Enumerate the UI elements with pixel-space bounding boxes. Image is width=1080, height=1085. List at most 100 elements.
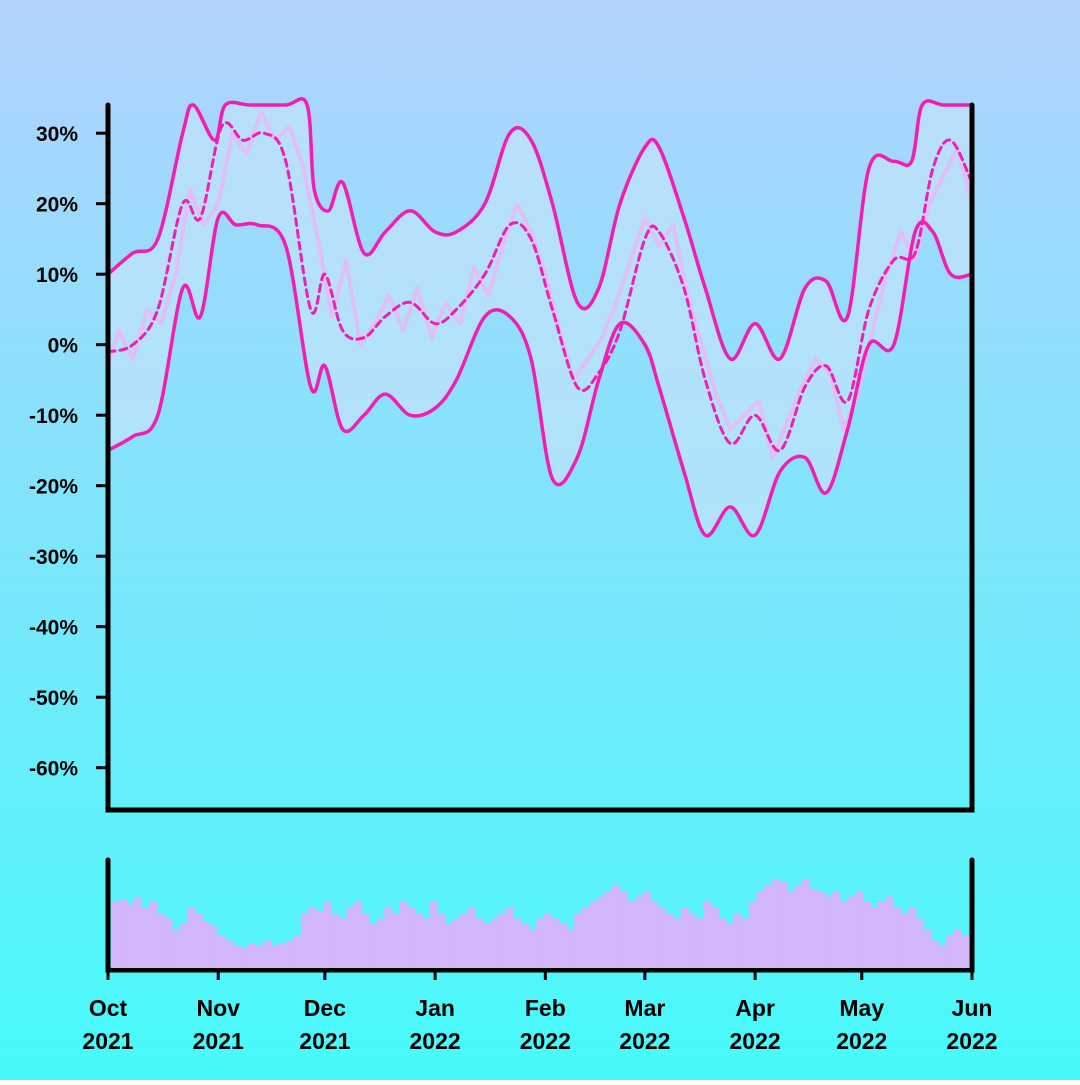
- volume-bar: [232, 946, 241, 968]
- volume-bar: [156, 913, 165, 968]
- volume-bar: [802, 880, 811, 968]
- volume-bar: [429, 902, 439, 968]
- x-tick-year-label: 2021: [193, 1028, 244, 1054]
- y-tick-label: 10%: [36, 264, 78, 287]
- volume-bar: [285, 940, 294, 968]
- volume-bar: [862, 902, 871, 968]
- volume-bar: [581, 907, 590, 968]
- volume-bar: [467, 907, 477, 968]
- series-lines: [106, 97, 974, 538]
- volume-bar: [513, 918, 522, 968]
- volume-bar: [771, 880, 780, 968]
- volume-bar: [938, 946, 947, 968]
- volume-bar: [186, 907, 196, 968]
- volume-bar: [847, 896, 856, 968]
- volume-bar: [634, 896, 644, 968]
- volume-bar: [961, 935, 970, 968]
- volume-bar: [657, 907, 666, 968]
- volume-bar: [680, 907, 689, 968]
- volume-bar: [855, 891, 864, 968]
- volume-bar: [710, 907, 719, 968]
- volume-bar: [247, 943, 256, 968]
- series-lower-line: [106, 210, 974, 538]
- x-tick-month-label: Nov: [196, 995, 240, 1021]
- x-tick-year-label: 2022: [619, 1028, 670, 1054]
- volume-bar: [475, 918, 484, 968]
- volume-bar: [498, 913, 507, 968]
- volume-bar: [604, 891, 613, 968]
- x-tick-year-label: 2022: [836, 1028, 887, 1054]
- volume-bar: [338, 918, 347, 968]
- volume-bar: [551, 918, 560, 968]
- x-tick-year-label: 2021: [82, 1028, 133, 1054]
- volume-bar: [650, 902, 659, 968]
- x-tick-month-label: Oct: [89, 995, 128, 1021]
- volume-bar: [786, 891, 795, 968]
- volume-bar: [376, 918, 385, 968]
- volume-bars: [111, 880, 970, 968]
- volume-bar: [240, 948, 249, 968]
- volume-bar: [574, 913, 583, 968]
- x-tick-year-label: 2022: [410, 1028, 461, 1054]
- raw-series-layer: [106, 110, 974, 460]
- volume-bar: [505, 907, 514, 968]
- volume-bar: [809, 888, 818, 968]
- volume-bar: [460, 913, 469, 968]
- volume-bar: [437, 913, 446, 968]
- volume-bar: [209, 926, 218, 968]
- volume-bar: [521, 924, 530, 968]
- volume-bar: [414, 913, 423, 968]
- x-tick-month-label: Mar: [624, 995, 665, 1021]
- y-tick-label: 30%: [36, 123, 78, 146]
- volume-bar: [703, 902, 712, 968]
- volume-bar: [893, 907, 902, 968]
- volume-bar: [217, 935, 226, 968]
- volume-bar: [391, 913, 401, 968]
- volume-bar: [817, 891, 826, 968]
- x-tick-month-label: Jan: [415, 995, 455, 1021]
- volume-bar: [270, 946, 279, 968]
- volume-bar: [141, 907, 150, 968]
- volume-bar: [794, 885, 803, 968]
- series-center-line: [106, 121, 974, 452]
- volume-bar: [566, 929, 575, 968]
- volume-bar: [490, 918, 499, 968]
- y-tick-label: -30%: [29, 546, 78, 569]
- volume-bar: [589, 902, 598, 968]
- x-tick-month-label: Apr: [735, 995, 775, 1021]
- x-tick-month-label: Jun: [952, 995, 993, 1021]
- volume-bar: [779, 882, 788, 968]
- volume-bar: [346, 907, 355, 968]
- volume-bar: [946, 935, 955, 968]
- volume-bar: [543, 913, 552, 968]
- volume-bar: [665, 913, 674, 968]
- volume-bar: [642, 891, 651, 968]
- volume-bar: [255, 946, 264, 968]
- volume-bar: [369, 924, 378, 968]
- y-tick-label: 0%: [48, 335, 79, 358]
- volume-bar: [407, 907, 416, 968]
- raw-series-line: [106, 110, 974, 460]
- y-tick-label: -40%: [29, 617, 78, 640]
- volume-bar: [536, 918, 545, 968]
- volume-bar: [733, 913, 742, 968]
- volume-bar: [361, 913, 370, 968]
- volume-bar: [688, 913, 697, 968]
- y-tick-label: -60%: [29, 758, 78, 781]
- band-area: [108, 98, 972, 536]
- volume-bar: [194, 913, 203, 968]
- volume-bar: [452, 918, 461, 968]
- volume-bar: [900, 913, 909, 968]
- volume-bar: [741, 918, 750, 968]
- volume-bar: [118, 899, 127, 968]
- volume-bar: [885, 896, 894, 968]
- y-tick-labels: 30% 20% 10% 0% -10% -20% -30% -40% -50% -60%: [29, 123, 108, 781]
- volume-bar: [839, 902, 849, 968]
- volume-bar: [870, 907, 879, 968]
- volume-bar: [422, 918, 431, 968]
- volume-bar: [354, 902, 363, 968]
- volume-bar: [718, 918, 727, 968]
- volume-bar: [399, 902, 408, 968]
- volume-bar: [300, 913, 309, 968]
